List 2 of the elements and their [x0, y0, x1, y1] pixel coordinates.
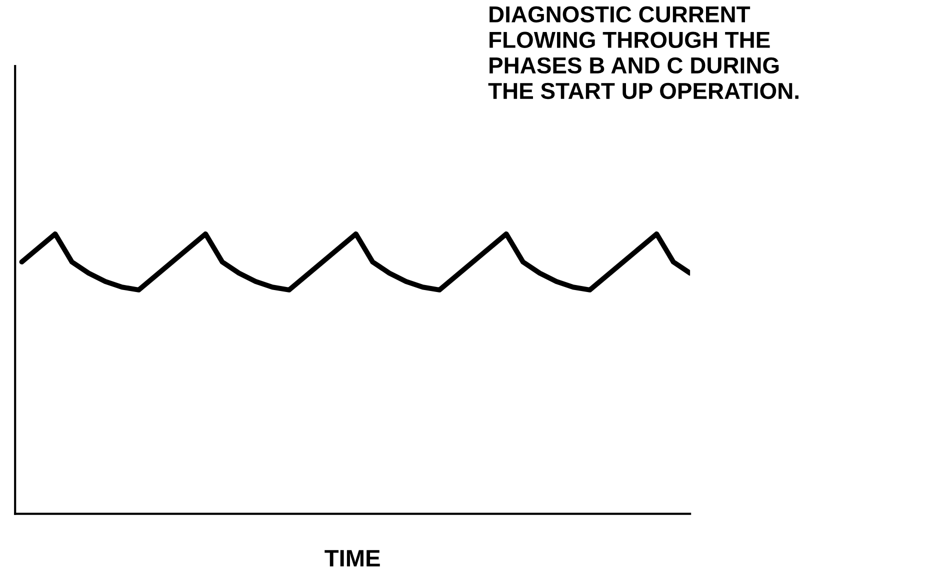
x-axis-title: TIME [324, 550, 380, 566]
text: DIAGNOSTIC CURRENT FLOWING THROUGH THE PHASES B AND C DURING THE START UP OPERATION. [488, 6, 798, 100]
